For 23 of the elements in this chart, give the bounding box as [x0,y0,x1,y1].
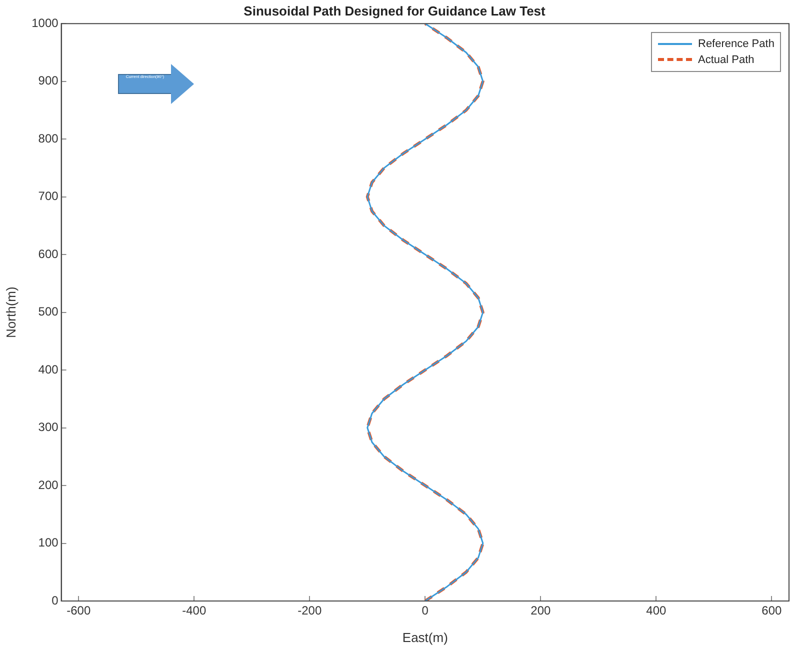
y-tick-label: 200 [38,478,59,492]
y-tick-label: 600 [38,246,59,261]
chart-title: Sinusoidal Path Designed for Guidance Law Test [244,3,546,18]
x-tick-label: 200 [530,604,551,618]
x-tick-label: -600 [66,604,91,618]
y-axis-title: North(m) [3,286,18,338]
x-tick-label: -400 [182,604,206,618]
x-tick-label: -200 [298,604,322,618]
y-tick-label: 700 [38,189,59,204]
y-tick-label: 500 [38,304,59,319]
legend-label: Actual Path [698,54,754,66]
y-tick-label: 1000 [32,16,59,30]
x-tick-label: 600 [762,604,782,618]
y-tick-label: 400 [38,362,59,376]
y-tick-label: 900 [38,74,59,88]
x-tick-label: 0 [422,604,429,618]
y-tick-label: 100 [38,536,59,550]
y-tick-label: 800 [38,131,59,146]
x-axis-title: East(m) [402,630,448,645]
y-tick-label: 300 [38,420,59,434]
x-tick-label: 400 [646,604,666,618]
legend-label: Reference Path [698,38,774,50]
y-tick-label: 0 [52,593,59,608]
